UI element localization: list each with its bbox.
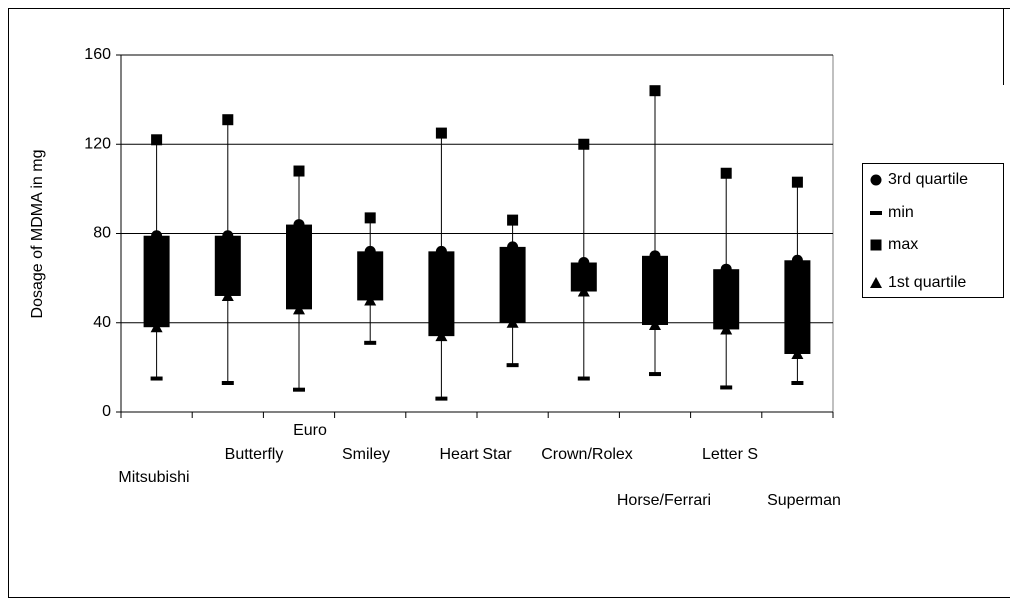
marker — [649, 85, 661, 97]
marker — [293, 303, 305, 315]
marker — [720, 385, 733, 390]
marker — [150, 321, 163, 333]
box — [214, 235, 241, 296]
marker — [791, 380, 804, 385]
x-tick-label: Butterfly — [225, 446, 284, 463]
marker — [791, 254, 803, 266]
box — [499, 246, 526, 323]
marker — [578, 257, 590, 269]
legend-marker — [870, 211, 882, 215]
marker — [649, 318, 661, 330]
marker — [506, 363, 519, 368]
y-tick-label: 80 — [93, 225, 111, 242]
marker — [577, 285, 590, 297]
marker — [151, 230, 163, 242]
marker — [293, 219, 305, 231]
x-tick-label: Horse/Ferrari — [617, 492, 711, 509]
marker — [364, 294, 377, 306]
box — [357, 251, 384, 301]
marker — [435, 396, 448, 401]
legend-marker — [870, 239, 882, 251]
marker — [151, 134, 163, 146]
legend-marker — [870, 277, 882, 288]
x-tick-label: Heart — [439, 446, 479, 463]
marker — [720, 167, 732, 179]
marker — [222, 230, 234, 242]
marker — [507, 214, 519, 226]
marker — [720, 323, 733, 335]
box — [143, 235, 170, 328]
x-tick-label: Crown/Rolex — [541, 446, 633, 463]
marker — [222, 114, 234, 126]
marker — [649, 250, 661, 262]
marker — [649, 372, 661, 377]
legend-label: max — [888, 236, 918, 253]
marker — [578, 138, 590, 150]
marker — [577, 376, 590, 381]
marker — [506, 316, 519, 328]
marker — [150, 376, 163, 381]
box — [642, 255, 668, 325]
marker — [435, 330, 448, 342]
x-tick-label: Superman — [767, 492, 841, 509]
legend-marker — [870, 174, 882, 186]
marker — [791, 176, 803, 188]
legend-box — [862, 163, 1004, 298]
box — [428, 251, 455, 337]
box — [286, 224, 312, 310]
marker — [791, 347, 804, 359]
marker — [221, 380, 234, 385]
y-tick-label: 40 — [93, 314, 111, 331]
legend-label: 1st quartile — [888, 274, 966, 291]
y-tick-label: 0 — [102, 403, 111, 420]
x-tick-label: Letter S — [702, 446, 758, 463]
marker — [507, 241, 519, 253]
x-tick-label: Euro — [293, 422, 327, 439]
marker — [364, 212, 376, 224]
y-axis-title: Dosage of MDMA in mg — [29, 149, 46, 319]
y-tick-label: 120 — [84, 135, 111, 152]
box — [784, 260, 811, 354]
legend-label: 3rd quartile — [888, 171, 968, 188]
marker — [221, 289, 234, 301]
marker — [364, 245, 376, 257]
marker — [293, 165, 305, 177]
marker — [435, 127, 447, 139]
marker — [293, 387, 305, 392]
y-tick-label: 160 — [84, 46, 111, 63]
x-tick-label: Star — [482, 446, 512, 463]
box — [713, 269, 740, 330]
marker — [720, 263, 732, 275]
x-tick-label: Mitsubishi — [118, 469, 189, 486]
marker — [364, 340, 377, 345]
x-tick-label: Smiley — [342, 446, 390, 463]
legend-label: min — [888, 204, 914, 221]
marker — [435, 245, 447, 257]
